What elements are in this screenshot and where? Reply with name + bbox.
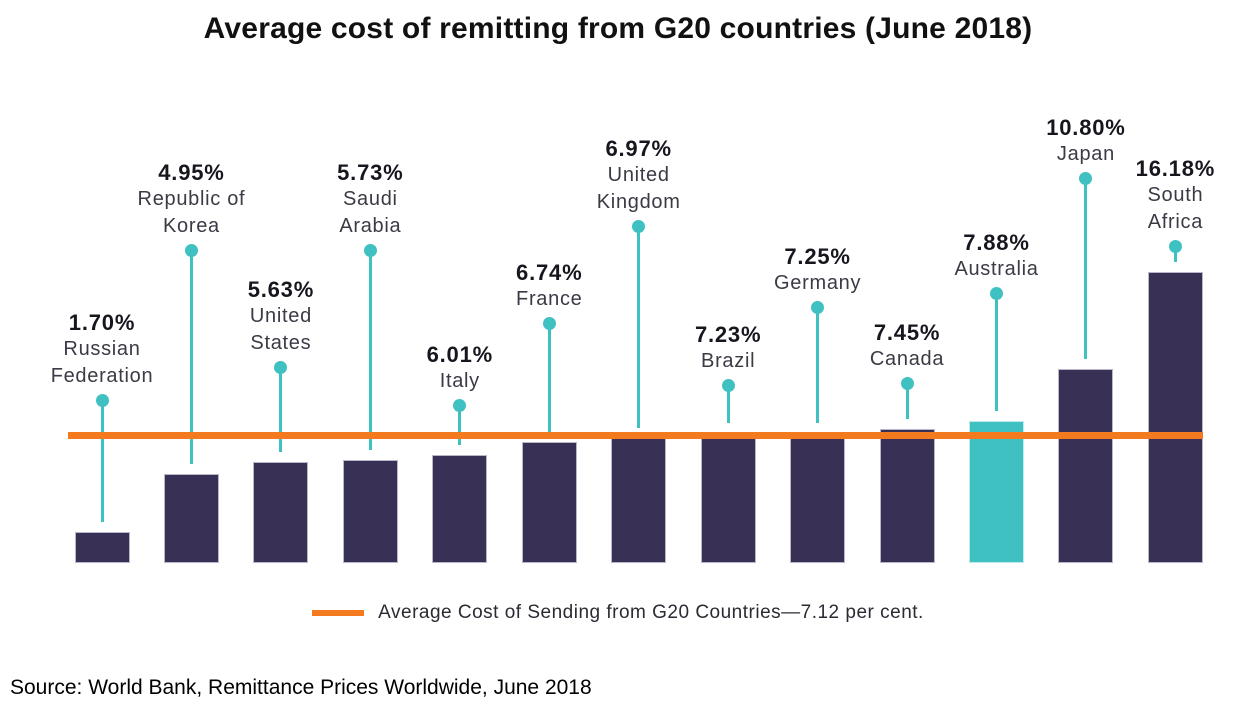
country-name-south-africa: Africa <box>1147 211 1204 233</box>
callout-line-united-states <box>279 367 283 452</box>
callout-line-italy <box>458 405 462 445</box>
country-label-united-kingdom: 6.97% United Kingdom <box>597 135 681 216</box>
country-label-canada: 7.45% Canada <box>870 319 944 373</box>
callout-dot-icon-canada <box>900 376 914 390</box>
country-name-australia: Australia <box>954 258 1039 280</box>
country-name-united-states: States <box>250 332 312 354</box>
value-label-france: 6.74% <box>516 260 583 285</box>
legend: Average Cost of Sending from G20 Countri… <box>0 602 1236 624</box>
callout-dot-icon-south-africa <box>1168 239 1182 253</box>
bar-australia <box>969 421 1024 563</box>
bar-united-states <box>253 461 309 563</box>
callout-dot-icon-russian-federation <box>95 393 109 407</box>
legend-label: Average Cost of Sending from G20 Countri… <box>378 602 924 623</box>
callout-dot-icon-republic-of-korea <box>184 243 198 257</box>
value-label-russian-federation: 1.70% <box>68 310 136 335</box>
country-name-united-states: United <box>249 305 312 327</box>
bar-russian-federation <box>74 532 130 563</box>
callout-line-canada <box>905 383 909 420</box>
callout-line-brazil <box>726 385 730 424</box>
bar-france <box>521 441 577 563</box>
callout-dot-icon-united-kingdom <box>632 219 646 233</box>
country-label-brazil: 7.23% Brazil <box>695 321 761 375</box>
average-line <box>68 432 1203 439</box>
callout-line-france <box>547 323 551 432</box>
country-name-saudi-arabia: Arabia <box>339 215 402 237</box>
country-name-russian-federation: Russian <box>63 338 141 360</box>
callout-dot-icon-germany <box>811 300 825 314</box>
callout-line-russian-federation <box>100 400 104 523</box>
callout-dot-icon-italy <box>453 398 467 412</box>
country-label-germany: 7.25% Germany <box>774 243 861 297</box>
country-name-germany: Germany <box>774 272 862 294</box>
bar-japan <box>1058 368 1114 563</box>
value-label-united-states: 5.63% <box>247 277 315 302</box>
country-name-italy: Italy <box>439 370 480 392</box>
country-name-united-kingdom: United <box>607 164 670 186</box>
country-name-republic-of-korea: Korea <box>162 215 220 237</box>
bar-germany <box>790 432 846 563</box>
bar-south-africa <box>1147 272 1203 563</box>
callout-line-germany <box>816 307 820 423</box>
country-name-republic-of-korea: Republic of <box>137 188 246 210</box>
country-name-saudi-arabia: Saudi <box>343 188 398 210</box>
callout-dot-icon-brazil <box>721 378 735 392</box>
country-name-brazil: Brazil <box>701 350 756 372</box>
country-name-russian-federation: Federation <box>50 365 154 387</box>
callout-dot-icon-australia <box>990 286 1003 300</box>
country-label-italy: 6.01% Italy <box>427 341 493 395</box>
country-name-canada: Canada <box>869 348 945 370</box>
country-label-united-states: 5.63% United States <box>248 276 314 357</box>
value-label-brazil: 7.23% <box>694 322 762 347</box>
bar-brazil <box>700 433 756 563</box>
country-name-france: France <box>516 288 583 310</box>
value-label-germany: 7.25% <box>784 244 851 269</box>
bar-saudi-arabia <box>342 459 398 563</box>
value-label-saudi-arabia: 5.73% <box>337 160 404 185</box>
chart-title: Average cost of remitting from G20 count… <box>203 12 1033 45</box>
country-name-south-africa: South <box>1147 184 1204 206</box>
country-name-japan: Japan <box>1056 143 1115 165</box>
value-label-republic-of-korea: 4.95% <box>158 160 225 185</box>
value-label-italy: 6.01% <box>426 342 493 367</box>
value-label-australia: 7.88% <box>963 230 1030 255</box>
bar-italy <box>432 454 488 563</box>
callout-dot-icon-saudi-arabia <box>363 243 377 257</box>
bar-united-kingdom <box>611 437 667 563</box>
value-label-japan: 10.80% <box>1046 115 1126 140</box>
callout-line-saudi-arabia <box>368 250 372 450</box>
country-label-south-africa: 16.18% South Africa <box>1136 155 1215 236</box>
callout-line-japan <box>1084 178 1088 359</box>
source-note: Source: World Bank, Remittance Prices Wo… <box>10 676 592 699</box>
callout-line-republic-of-korea <box>189 250 193 464</box>
callout-dot-icon-united-states <box>274 360 288 374</box>
value-label-south-africa: 16.18% <box>1135 156 1216 181</box>
country-label-france: 6.74% France <box>516 259 582 313</box>
callout-dot-icon-france <box>542 316 556 330</box>
country-label-republic-of-korea: 4.95% Republic of Korea <box>138 159 246 240</box>
callout-line-south-africa <box>1173 246 1177 263</box>
callout-dot-icon-japan <box>1079 171 1093 185</box>
average-line-swatch-icon <box>312 610 365 616</box>
bar-canada <box>879 429 935 563</box>
country-label-saudi-arabia: 5.73% Saudi Arabia <box>337 159 403 240</box>
value-label-united-kingdom: 6.97% <box>605 136 672 161</box>
country-name-united-kingdom: Kingdom <box>596 191 681 213</box>
bar-republic-of-korea <box>163 474 219 563</box>
country-label-russian-federation: 1.70% Russian Federation <box>51 309 154 390</box>
country-label-australia: 7.88% Australia <box>954 229 1038 283</box>
callout-line-united-kingdom <box>637 226 641 428</box>
value-label-canada: 7.45% <box>873 320 941 345</box>
callout-line-australia <box>995 293 998 412</box>
country-label-japan: 10.80% Japan <box>1046 114 1125 168</box>
